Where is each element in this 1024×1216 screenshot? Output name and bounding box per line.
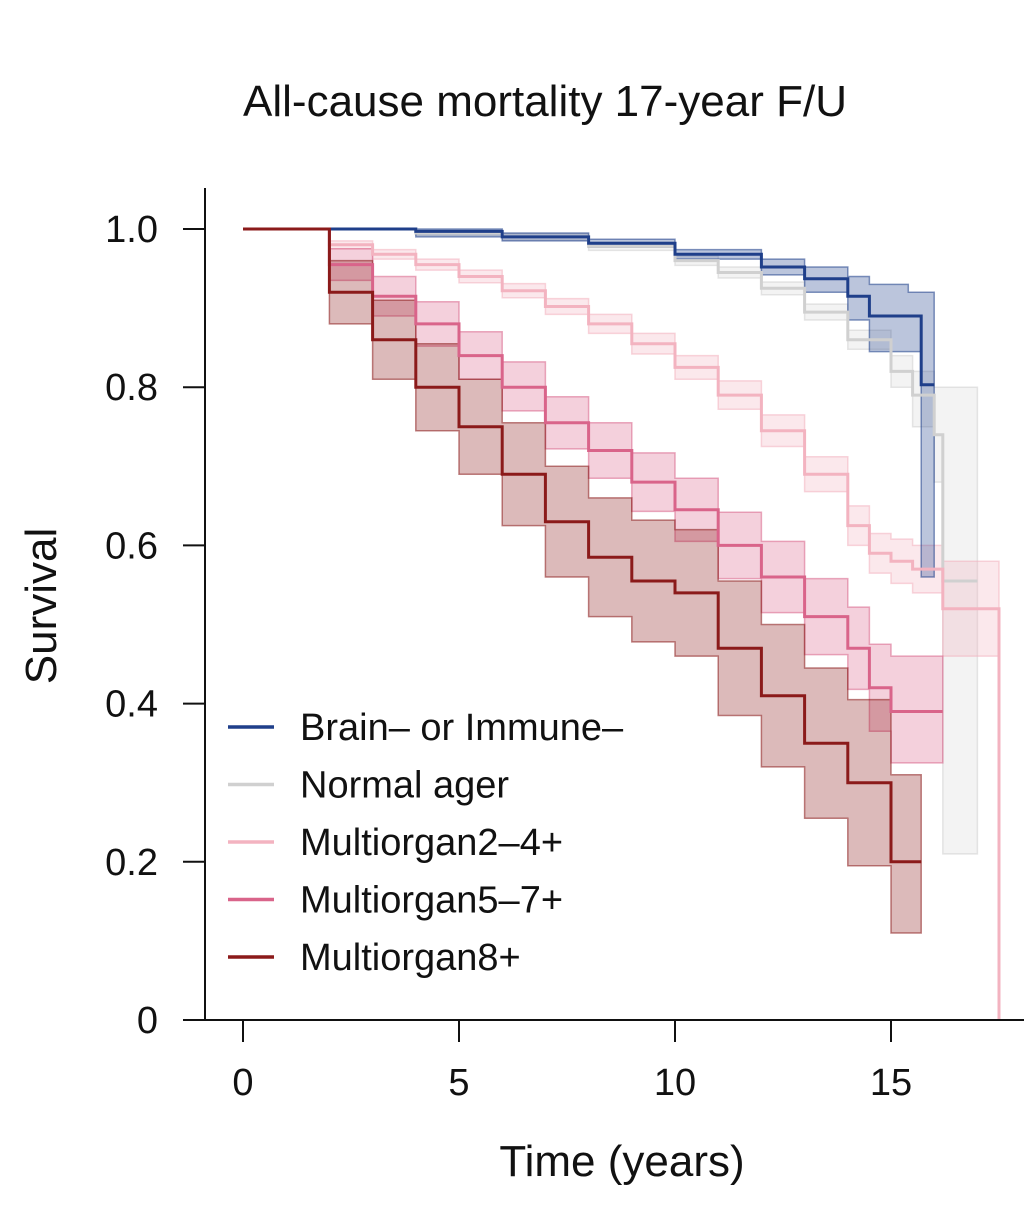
legend-label-multiorgan8: Multiorgan8+ xyxy=(300,937,521,979)
y-tick-label: 0.6 xyxy=(105,525,158,567)
survival-curves xyxy=(243,227,1001,1020)
y-axis-label: Survival xyxy=(17,528,66,685)
x-axis-label: Time (years) xyxy=(499,1137,744,1186)
chart-title: All-cause mortality 17-year F/U xyxy=(243,77,847,126)
curve-brain-or-immune xyxy=(243,227,935,387)
legend-label-normal-ager: Normal ager xyxy=(300,765,509,807)
y-tick-label: 0 xyxy=(137,1000,158,1042)
y-tick-label: 1.0 xyxy=(105,209,158,251)
x-tick-label: 15 xyxy=(870,1062,912,1104)
curve-multiorgan2-4 xyxy=(243,227,1001,1020)
legend-label-multiorgan2-4: Multiorgan2–4+ xyxy=(300,822,563,864)
x-tick-label: 10 xyxy=(654,1062,696,1104)
x-tick-label: 0 xyxy=(232,1062,253,1104)
legend-label-multiorgan5-7: Multiorgan5–7+ xyxy=(300,880,563,922)
curve-multiorgan8 xyxy=(243,227,922,864)
legend-label-brain-or-immune: Brain– or Immune– xyxy=(300,707,624,749)
y-axis-ticks: 0 0.2 0.4 0.6 0.8 1.0 xyxy=(105,209,205,1042)
y-tick-label: 0.8 xyxy=(105,367,158,409)
y-tick-label: 0.2 xyxy=(105,842,158,884)
y-tick-label: 0.4 xyxy=(105,684,158,726)
x-tick-label: 5 xyxy=(448,1062,469,1104)
curve-multiorgan5-7 xyxy=(243,227,943,713)
x-axis-ticks: 0 5 10 15 xyxy=(232,1020,912,1104)
legend: Brain– or Immune– Normal ager Multiorgan2–… xyxy=(228,707,624,979)
